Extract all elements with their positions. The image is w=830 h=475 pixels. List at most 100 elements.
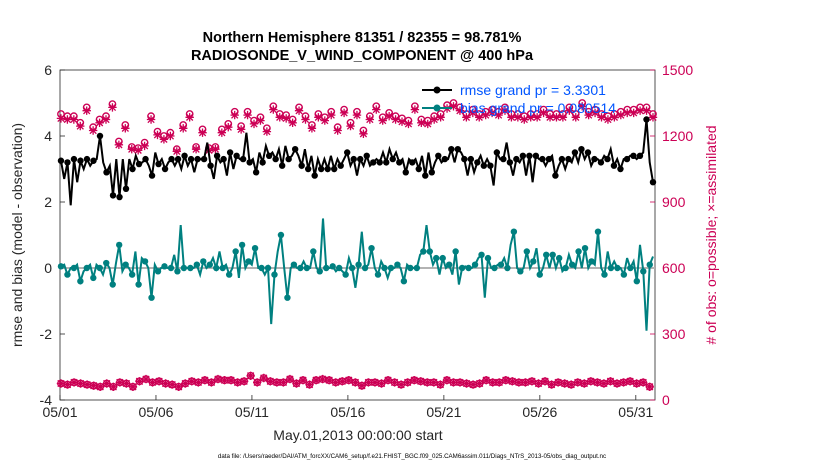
rmse-point [649,179,657,186]
obs-assimilated-marker [417,118,426,127]
obs-assimilated-marker [344,376,353,385]
obs-assimilated-marker [95,118,104,127]
bias-point [64,271,71,278]
rmse-point [64,159,71,166]
obs-assimilated-marker [357,381,367,390]
bias-point [96,264,103,272]
rmse-point [96,132,104,140]
legend-rmse-label: rmse grand pr = 3.3301 [460,82,606,98]
obs-assimilated-marker [89,381,98,390]
obs-assimilated-marker [298,376,308,385]
bias-point [115,241,123,249]
bias-point [148,294,155,301]
rmse-point [233,152,240,159]
obs-assimilated-marker [468,380,478,389]
obs-assimilated-marker [181,379,190,388]
obs-assimilated-marker [154,377,164,386]
obs-assimilated-marker [133,146,143,155]
rmse-point [389,155,396,163]
x-tick-label: 05/26 [522,404,557,420]
obs-assimilated-marker [638,378,648,387]
rmse-point [220,155,227,163]
rmse-point [187,155,195,163]
obs-assimilated-marker [436,380,445,389]
obs-assimilated-marker [318,374,327,384]
obs-assimilated-marker [351,378,360,387]
obs-assimilated-marker [590,108,600,118]
bias-point [439,254,446,262]
obs-count-series [56,99,658,391]
obs-assimilated-marker [233,378,242,387]
bias-point [530,258,537,265]
bias-point [426,248,433,255]
obs-assimilated-marker [494,110,503,120]
rmse-point [643,116,650,123]
rmse-point [298,162,305,169]
bias-point [543,251,550,258]
obs-assimilated-marker [333,126,342,135]
obs-assimilated-marker [226,376,236,385]
obs-assimilated-marker [88,126,98,135]
obs-assimilated-marker [513,113,523,122]
obs-assimilated-marker [246,371,255,380]
obs-assimilated-marker [82,106,91,115]
bias-point [297,264,304,272]
obs-assimilated-marker [597,113,606,122]
rmse-point [467,155,475,163]
obs-assimilated-marker [339,108,349,118]
obs-assimilated-marker [148,378,157,387]
rmse-point [409,159,416,166]
bias-point [374,271,382,278]
rmse-point [239,155,247,163]
obs-assimilated-marker [185,113,194,122]
bias-point [504,264,511,272]
obs-assimilated-marker [364,378,373,387]
rmse-point [487,162,494,169]
obs-assimilated-marker [599,379,609,388]
obs-assimilated-marker [606,377,615,386]
obs-assimilated-marker [372,105,381,114]
obs-assimilated-marker [301,115,310,124]
rmse-point [513,155,520,163]
obs-assimilated-marker [560,379,569,388]
rmse-point [636,152,644,159]
bias-point [122,261,129,268]
obs-assimilated-marker [114,140,124,149]
bias-point [484,254,492,262]
obs-assimilated-marker [121,124,130,133]
obs-assimilated-marker [200,376,210,385]
obs-assimilated-marker [545,113,555,122]
obs-assimilated-marker [161,379,170,388]
obs-assimilated-marker [558,113,568,122]
bias-point [167,264,175,272]
rmse-point [604,155,611,163]
rmse-point [116,193,123,201]
bias-point [536,271,543,278]
bias-point [549,251,556,258]
rmse-point [578,146,585,153]
obs-assimilated-marker [285,374,295,384]
obs-assimilated-marker [390,378,399,387]
bias-point [640,268,647,275]
bias-point [627,264,634,272]
bias-point [264,264,272,272]
bias-point [601,271,608,278]
obs-assimilated-marker [449,102,458,111]
obs-assimilated-marker [320,116,329,125]
bias-point [445,261,453,268]
obs-assimilated-marker [141,374,151,384]
rmse-point [539,155,546,163]
bias-point [323,264,330,272]
bias-point [394,261,401,268]
rmse-point [272,155,279,163]
obs-assimilated-marker [475,379,484,388]
obs-assimilated-marker [455,106,465,115]
x-axis-label: May.01,2013 00:00:00 start [273,427,443,443]
obs-assimilated-marker [69,378,79,387]
bias-point [206,261,213,268]
obs-assimilated-marker [253,378,262,387]
rmse-point [148,172,156,179]
bias-point [381,264,388,272]
